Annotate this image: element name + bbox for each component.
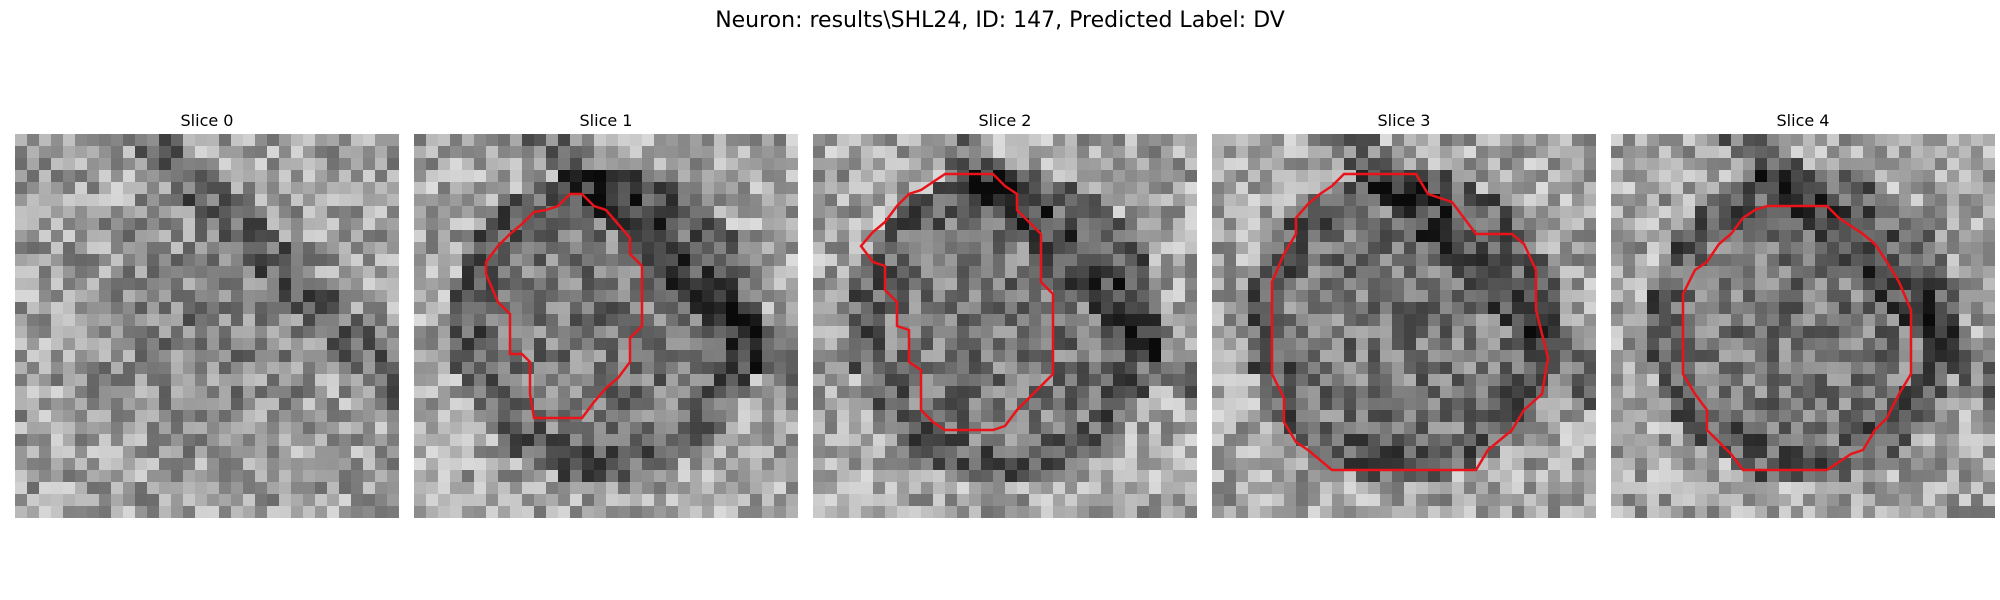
slice-panel-1: Slice 1: [414, 108, 798, 518]
slice-title: Slice 1: [579, 111, 633, 130]
slice-panel-0: Slice 0: [15, 108, 399, 518]
grayscale-image: [414, 134, 798, 518]
grayscale-image: [1611, 134, 1995, 518]
neuron-contour: [1681, 204, 1913, 472]
grayscale-image: [15, 134, 399, 518]
contour-overlay: [859, 172, 1055, 432]
slice-title: Slice 3: [1377, 111, 1431, 130]
contour-overlay: [1270, 172, 1550, 472]
slice-panel-2: Slice 2: [813, 108, 1197, 518]
slice-title: Slice 4: [1776, 111, 1830, 130]
slice-panel-3: Slice 3: [1212, 108, 1596, 518]
contour-overlay: [1681, 204, 1913, 472]
neuron-contour: [484, 192, 644, 420]
slice-image: [414, 134, 798, 518]
slice-image: [1611, 134, 1995, 518]
slice-title: Slice 2: [978, 111, 1032, 130]
neuron-contour: [1270, 172, 1550, 472]
contour-overlay: [484, 192, 644, 420]
slice-image: [813, 134, 1197, 518]
slice-panel-4: Slice 4: [1611, 108, 1995, 518]
slice-title: Slice 0: [180, 111, 234, 130]
neuron-contour: [859, 172, 1055, 432]
grayscale-image: [1212, 134, 1596, 518]
slice-image: [1212, 134, 1596, 518]
slice-image: [15, 134, 399, 518]
grayscale-image: [813, 134, 1197, 518]
figure-title: Neuron: results\SHL24, ID: 147, Predicte…: [715, 8, 1285, 33]
